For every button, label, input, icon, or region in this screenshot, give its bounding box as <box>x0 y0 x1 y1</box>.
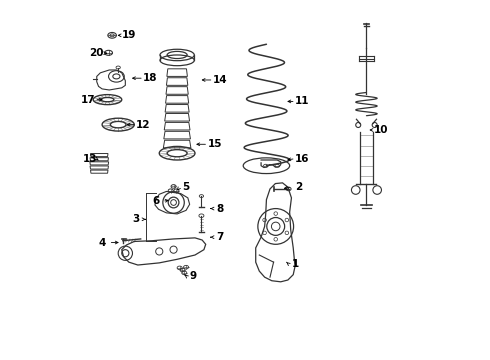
Text: 19: 19 <box>122 30 136 40</box>
Text: 16: 16 <box>295 154 309 163</box>
Text: 13: 13 <box>82 154 97 163</box>
Text: 8: 8 <box>217 203 223 213</box>
Text: 20: 20 <box>90 48 104 58</box>
Text: 1: 1 <box>292 259 298 269</box>
Text: 18: 18 <box>143 73 158 83</box>
Text: 10: 10 <box>373 125 388 135</box>
Text: 4: 4 <box>98 238 106 248</box>
Text: 2: 2 <box>295 182 302 192</box>
Text: 17: 17 <box>80 95 95 105</box>
Text: 5: 5 <box>182 182 190 192</box>
Text: 3: 3 <box>132 214 140 224</box>
Text: 11: 11 <box>295 96 309 107</box>
Text: 12: 12 <box>136 120 150 130</box>
Text: 14: 14 <box>213 75 227 85</box>
Text: 9: 9 <box>190 271 197 282</box>
Text: 6: 6 <box>152 197 159 206</box>
Text: 15: 15 <box>207 139 222 149</box>
Text: 7: 7 <box>216 232 223 242</box>
